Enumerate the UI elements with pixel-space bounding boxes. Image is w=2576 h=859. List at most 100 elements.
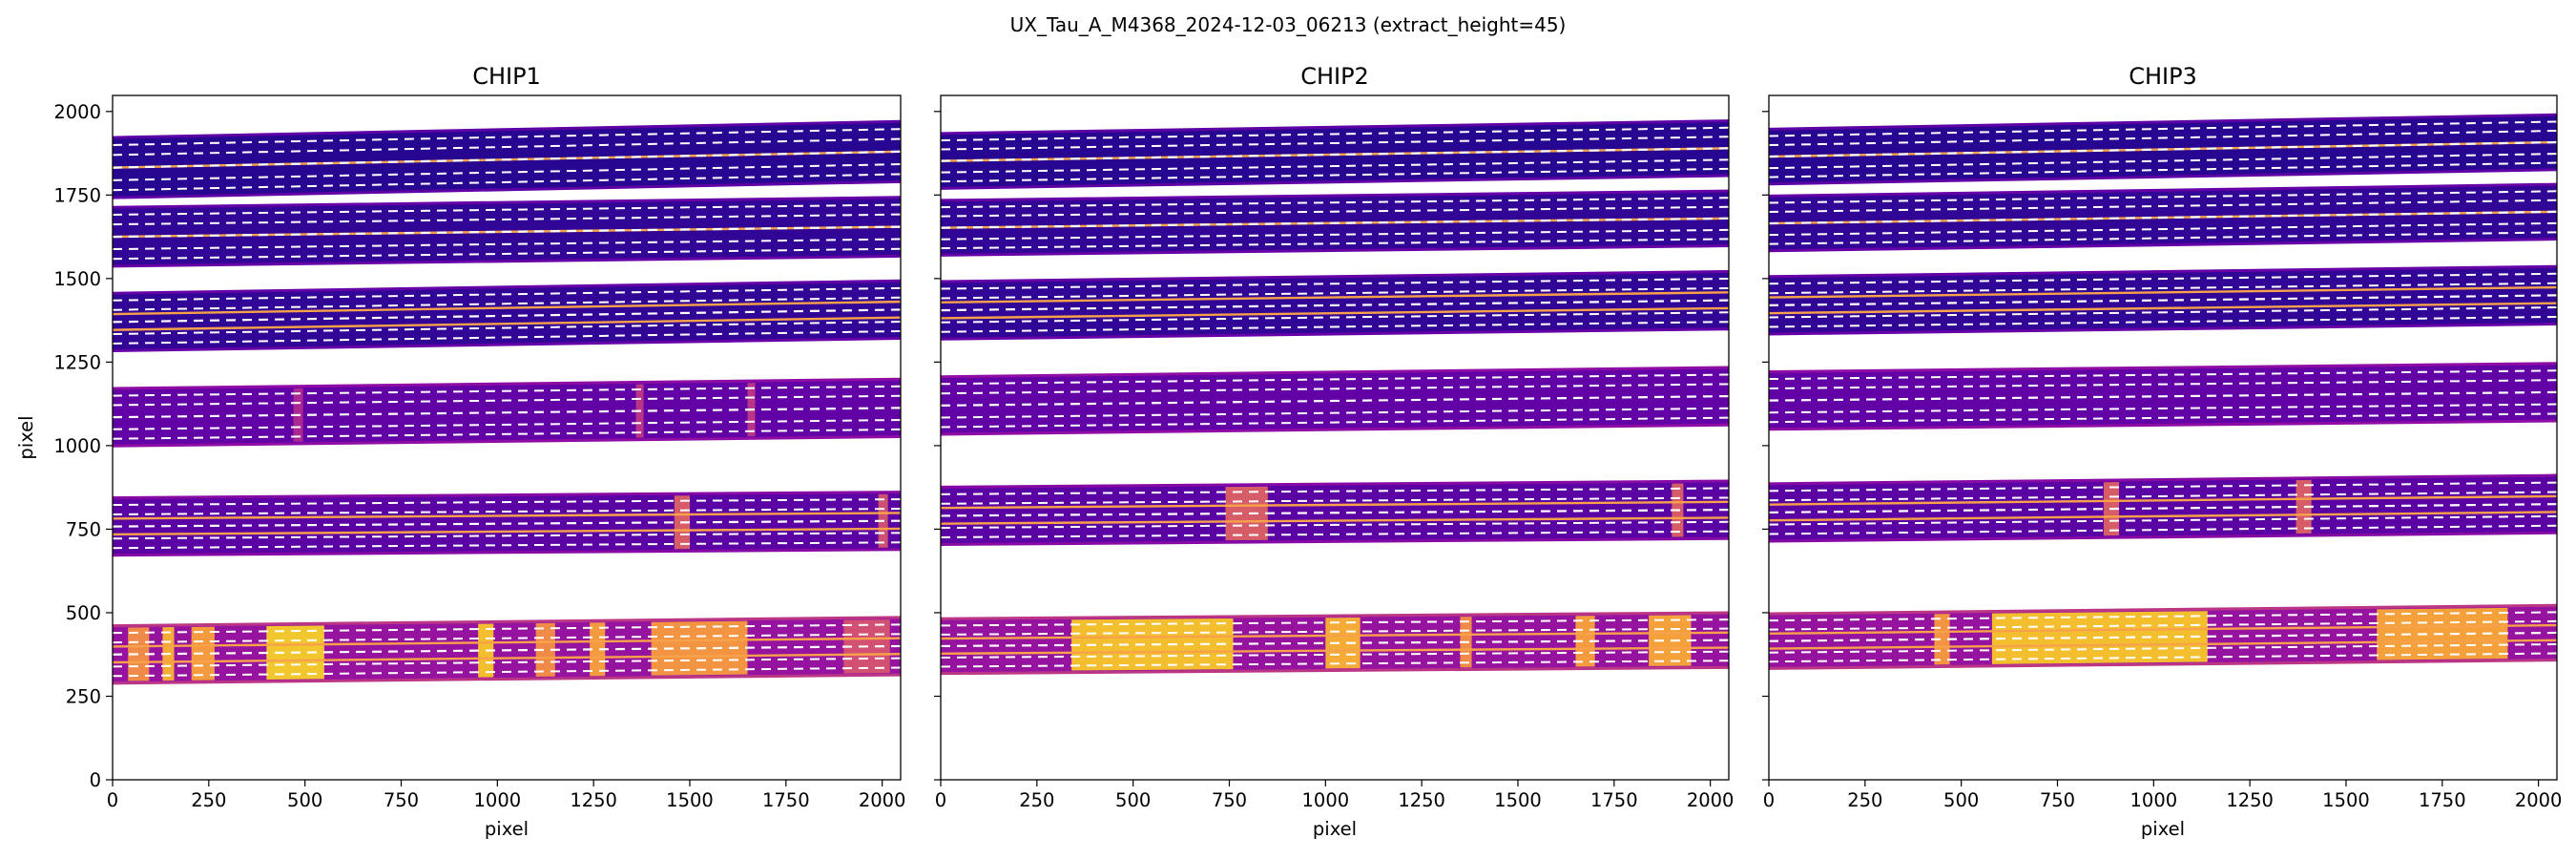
order-edge (941, 270, 1729, 283)
extraction-edge-line (941, 618, 1729, 627)
x-tick-label: 1250 (1398, 789, 1445, 811)
x-tick-label: 500 (287, 789, 322, 811)
y-tick-label: 0 (90, 769, 101, 791)
extraction-edge-line (1769, 643, 2557, 654)
extraction-edge-line (113, 498, 901, 507)
fiber-trace (113, 527, 901, 536)
extraction-edge-line (941, 660, 1729, 668)
extraction-edge-line (1769, 282, 2557, 295)
order-edge (1769, 168, 2557, 186)
extraction-edge-line (941, 286, 1729, 300)
trace-center-line (113, 519, 901, 528)
axes-frame (1768, 94, 2558, 781)
extraction-edge-line (113, 286, 901, 302)
fiber-trace (113, 316, 901, 331)
y-axis-label: pixel (15, 415, 37, 459)
extraction-edge-line (1769, 221, 2557, 237)
trace-center-line (113, 150, 901, 169)
fiber-trace (941, 500, 1729, 510)
emission-feature (1575, 616, 1595, 667)
fiber-trace (1769, 302, 2557, 315)
order-edge (113, 179, 901, 199)
fiber-trace (941, 306, 1729, 320)
order-edge (1769, 362, 2557, 374)
extraction-edge-line (113, 508, 901, 515)
extraction-edge-line (941, 311, 1729, 324)
extraction-edge-line (1769, 514, 2557, 526)
extraction-edge-line (1769, 412, 2557, 424)
trace-center-line (113, 308, 901, 324)
order-band (1769, 362, 2557, 431)
extraction-edge-line (113, 666, 901, 678)
extraction-edge-line (941, 167, 1729, 183)
extraction-edge-line (113, 394, 901, 407)
plot-area (941, 95, 1729, 780)
x-tick-label: 1500 (1494, 789, 1542, 811)
fiber-trace (113, 300, 901, 316)
order-edge (113, 279, 901, 295)
trace-center-line (1769, 294, 2557, 306)
order-edge (113, 254, 901, 268)
fiber-trace (113, 653, 901, 664)
extraction-edge-line (113, 657, 901, 668)
x-tick-label: 1000 (474, 789, 522, 811)
y-tick-label: 750 (66, 518, 101, 540)
order-band (941, 270, 1729, 341)
order-edge (1769, 322, 2557, 336)
x-tick-label: 750 (384, 789, 419, 811)
emission-feature (1325, 617, 1361, 669)
trace-center-line (113, 225, 901, 239)
x-tick-label: 1250 (2226, 789, 2274, 811)
order-edge (113, 491, 901, 500)
extraction-edge-line (1769, 611, 2557, 622)
fiber-trace (1769, 494, 2557, 506)
fiber-trace (1769, 639, 2557, 650)
extraction-edge-line (113, 247, 901, 261)
x-tick-label: 1750 (1590, 789, 1638, 811)
order-edge (113, 434, 901, 448)
extraction-edge-line (941, 487, 1729, 495)
order-edge (941, 611, 1729, 620)
fiber-trace (941, 291, 1729, 304)
x-tick-label: 0 (1763, 789, 1775, 811)
order-edge (113, 377, 901, 390)
emission-feature (128, 627, 150, 681)
extraction-edge-line (941, 416, 1729, 429)
extraction-edge-line (941, 136, 1729, 151)
order-band (113, 119, 901, 199)
extraction-edge-line (1769, 403, 2557, 414)
extraction-edge-line (1769, 524, 2557, 535)
extraction-edge-line (941, 228, 1729, 241)
x-axis-label: pixel (2141, 818, 2185, 840)
y-tick-label: 1000 (53, 435, 101, 457)
extraction-edge-line (941, 520, 1729, 530)
extraction-edge-line (113, 385, 901, 397)
x-tick-label: 0 (935, 789, 946, 811)
x-tick-label: 1000 (1302, 789, 1350, 811)
order-edge (113, 616, 901, 628)
x-tick-label: 1250 (570, 789, 617, 811)
extraction-edge-line (941, 197, 1729, 209)
order-band (941, 366, 1729, 436)
extraction-edge-line (941, 407, 1729, 419)
order-band (1769, 473, 2557, 543)
panel-title: CHIP2 (1300, 63, 1369, 90)
order-band (113, 279, 901, 352)
order-edge (113, 548, 901, 557)
extraction-edge-line (113, 203, 901, 216)
y-tick-label: 2000 (53, 101, 101, 123)
order-band (1769, 603, 2557, 670)
order-band (113, 196, 901, 268)
extraction-edge-line (113, 163, 901, 181)
extraction-edge-line (1769, 619, 2557, 631)
emission-feature (1934, 614, 1950, 665)
axes-frame (112, 94, 902, 781)
order-edge (113, 119, 901, 139)
trace-center-line (941, 217, 1729, 229)
extraction-edge-line (1769, 190, 2557, 204)
extraction-edge-line (1769, 315, 2557, 328)
x-tick-label: 1500 (2322, 789, 2370, 811)
extraction-edge-line (113, 532, 901, 540)
emission-feature (2296, 479, 2312, 534)
